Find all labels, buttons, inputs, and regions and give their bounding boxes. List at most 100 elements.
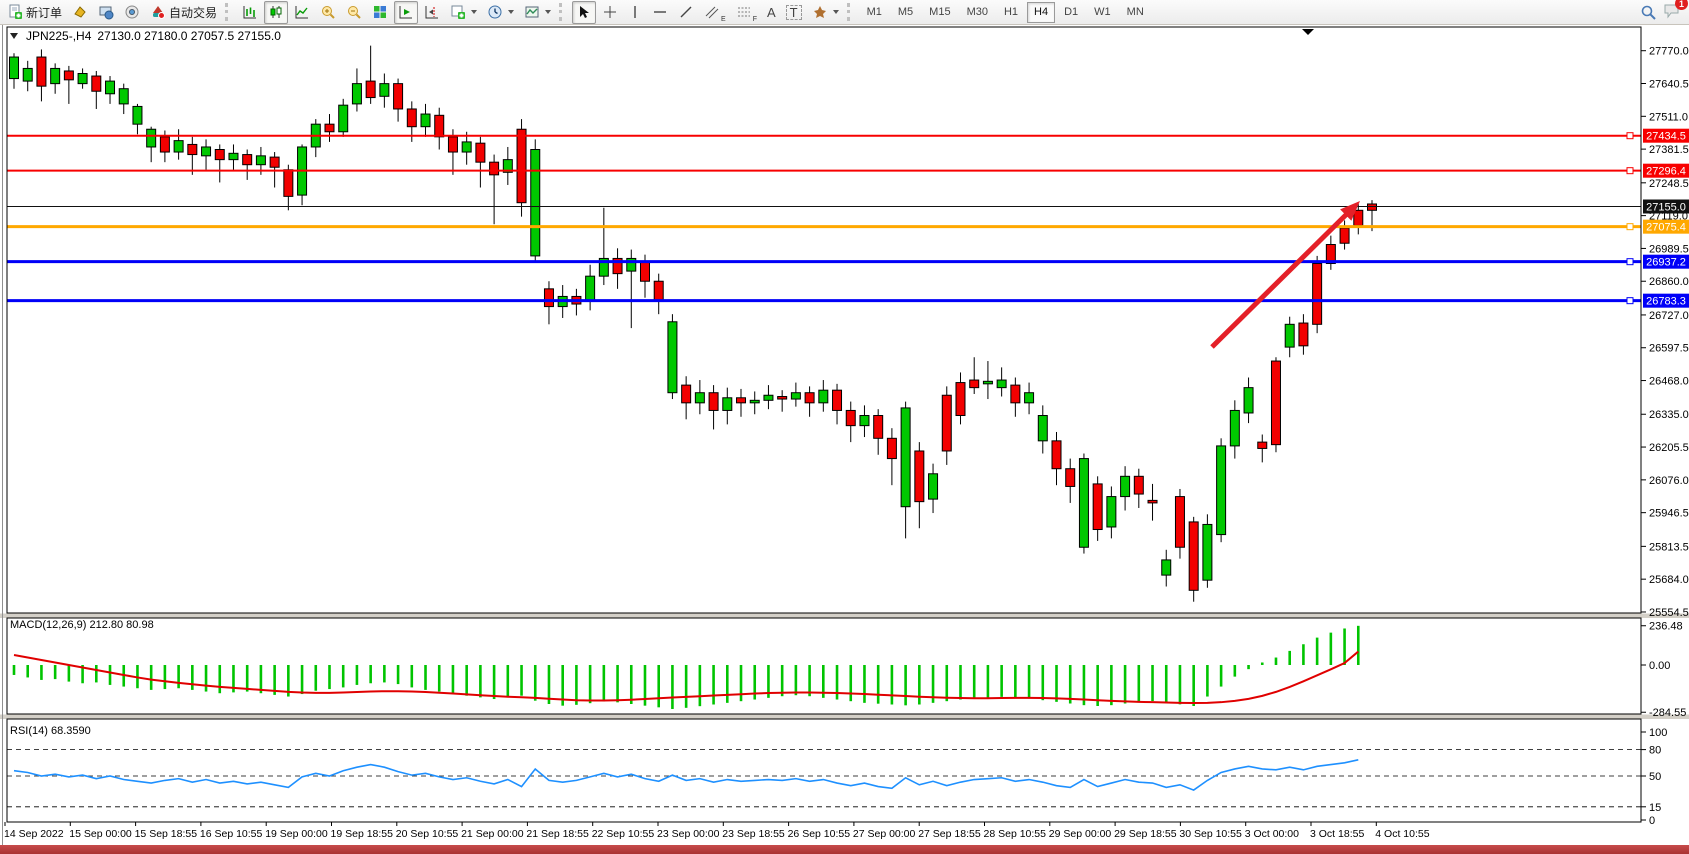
- time-tick-label: 19 Sep 00:00: [265, 828, 328, 840]
- market-watch-button[interactable]: [94, 1, 118, 24]
- bear-candle: [914, 450, 925, 503]
- toolbar-handle[interactable]: [846, 3, 856, 21]
- tile-windows-button[interactable]: [368, 1, 392, 24]
- arrows-dropdown[interactable]: [808, 1, 843, 24]
- price-axis[interactable]: 27770.0 27640.5 27511.0 27381.5 27248.5 27119…: [1641, 46, 1689, 827]
- time-tick-label: 29 Sep 18:55: [1114, 828, 1177, 840]
- cursor-button[interactable]: [572, 0, 597, 24]
- macd-pane: [12, 625, 1360, 709]
- toolbar-handle[interactable]: [225, 3, 234, 21]
- equidistant-channel-button[interactable]: E: [700, 1, 730, 24]
- bull-candle: [132, 105, 143, 125]
- timeframe-d1[interactable]: D1: [1064, 6, 1079, 18]
- horizontal-lines[interactable]: [7, 132, 1641, 305]
- bull-candle: [763, 394, 774, 401]
- time-tick-label: 30 Sep 10:55: [1179, 828, 1242, 840]
- rsi-tick-label: 0: [1649, 815, 1655, 827]
- timeframe-m5[interactable]: M5: [897, 6, 914, 18]
- profile-icon: [74, 6, 86, 18]
- rsi-tick-label: 100: [1649, 727, 1667, 739]
- periods-dropdown[interactable]: [483, 1, 518, 24]
- scroll-group: [393, 0, 445, 24]
- price-line-badge-label: 27155.0: [1646, 202, 1686, 214]
- price-line-badge-label: 27296.4: [1646, 166, 1686, 178]
- bull-candle: [626, 257, 637, 272]
- bear-candle: [406, 108, 417, 128]
- bear-candle: [681, 384, 692, 404]
- timeframe-mn[interactable]: MN: [1126, 6, 1144, 18]
- fibonacci-button[interactable]: F: [732, 1, 761, 24]
- horizontal-line-button[interactable]: [648, 1, 672, 24]
- fibonacci-sub-label: F: [752, 15, 757, 23]
- bull-candle: [255, 155, 266, 166]
- bear-candle: [955, 382, 966, 417]
- bear-candle: [516, 128, 527, 204]
- auto-trading-button[interactable]: 自动交易: [146, 1, 221, 24]
- symbol-header[interactable]: JPN225-,H4 27130.0 27180.0 27057.5 27155…: [10, 29, 281, 43]
- bull-candle: [1106, 496, 1117, 528]
- text-tool-label: A: [766, 4, 776, 20]
- chat-button[interactable]: 1: [1663, 0, 1688, 22]
- zoom-in-button[interactable]: [316, 1, 340, 24]
- bull-candle: [1202, 523, 1213, 581]
- timeframe-w1[interactable]: W1: [1094, 6, 1111, 18]
- chart-shift-button[interactable]: [420, 1, 444, 24]
- text-label-button[interactable]: T: [782, 1, 806, 24]
- time-tick-label: 29 Sep 00:00: [1049, 828, 1112, 840]
- bear-candle: [639, 260, 650, 282]
- zoom-group: [315, 0, 393, 24]
- time-axis[interactable]: 14 Sep 2022 15 Sep 00:00 15 Sep 18:55 16 Se…: [4, 822, 1430, 840]
- bull-candle: [667, 321, 678, 394]
- signals-button[interactable]: [120, 1, 144, 24]
- bull-candle: [982, 380, 993, 385]
- bear-candle: [1065, 468, 1076, 487]
- new-chart-dropdown[interactable]: [446, 1, 481, 24]
- timeframe-h1[interactable]: H1: [1003, 6, 1019, 18]
- chart-window[interactable]: 27770.0 27640.5 27511.0 27381.5 27248.5 27119…: [0, 25, 1689, 845]
- bull-candle: [1078, 458, 1089, 548]
- line-anchor-marker: [1626, 258, 1634, 266]
- bull-candle: [1243, 387, 1254, 414]
- price-tick-label: 26989.5: [1649, 243, 1689, 255]
- price-line-badge: [1643, 199, 1689, 214]
- bull-candle: [996, 379, 1007, 389]
- line-anchor-marker: [1626, 167, 1634, 175]
- crosshair-button[interactable]: [598, 1, 622, 24]
- timeframe-m30[interactable]: M30: [966, 6, 988, 18]
- symbol-dropdown-icon[interactable]: [10, 33, 18, 39]
- bar-chart-button[interactable]: [238, 1, 262, 24]
- toolbar-handle[interactable]: [559, 3, 568, 21]
- auto-scroll-button[interactable]: [394, 0, 419, 24]
- bear-candle: [242, 154, 253, 166]
- bear-candle: [1312, 263, 1323, 325]
- price-chart-canvas[interactable]: 27770.0 27640.5 27511.0 27381.5 27248.5 27119…: [0, 25, 1689, 845]
- new-order-button[interactable]: 新订单: [3, 1, 66, 24]
- bear-candle: [63, 70, 74, 81]
- auto-scroll-icon: [399, 6, 413, 19]
- templates-dropdown[interactable]: [520, 1, 555, 24]
- bear-candle: [1270, 360, 1281, 446]
- trend-arrow[interactable]: [1210, 201, 1360, 349]
- chart-profile-button[interactable]: [68, 1, 92, 24]
- bear-candle: [1133, 475, 1144, 495]
- zoom-out-button[interactable]: [342, 1, 366, 24]
- timeframe-m15[interactable]: M15: [929, 6, 951, 18]
- rsi-tick-label: 50: [1649, 771, 1661, 783]
- label-tool-label: T: [785, 4, 802, 20]
- price-tick-label: 27511.0: [1649, 111, 1688, 123]
- dropdown-arrow-icon: [471, 10, 478, 14]
- pane-borders: [6, 26, 1642, 823]
- rsi-tick-label: 80: [1649, 745, 1661, 757]
- vertical-line-button[interactable]: [624, 1, 646, 24]
- macd-indicator-label: MACD(12,26,9) 212.80 80.98: [10, 619, 154, 631]
- timeframe-h4[interactable]: H4: [1027, 1, 1056, 23]
- candlestick-chart-button[interactable]: [264, 0, 289, 24]
- trendline-button[interactable]: [674, 1, 698, 24]
- search-icon[interactable]: [1640, 4, 1657, 21]
- time-tick-label: 19 Sep 18:55: [331, 828, 394, 840]
- text-button[interactable]: A: [763, 1, 780, 24]
- timeframe-m1[interactable]: M1: [866, 6, 882, 18]
- line-chart-button[interactable]: [290, 1, 314, 24]
- macd-tick-label: 0.00: [1649, 660, 1670, 672]
- time-tick-label: 23 Sep 00:00: [657, 828, 720, 840]
